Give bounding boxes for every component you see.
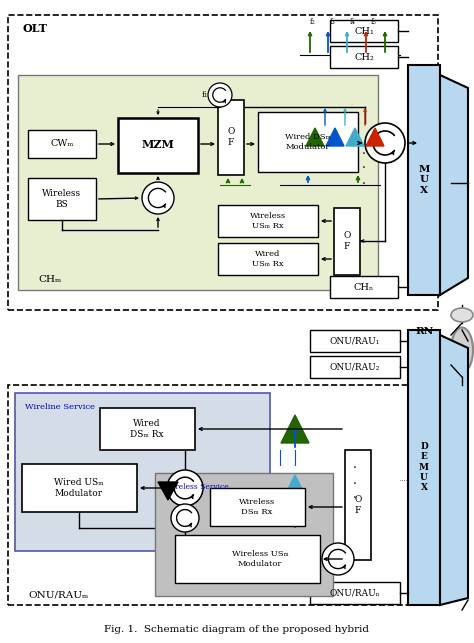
Circle shape [171, 504, 199, 532]
Circle shape [167, 470, 203, 506]
Polygon shape [306, 128, 324, 146]
Bar [100, 408, 195, 450]
Bar [408, 330, 440, 605]
Text: ONU/RAU₂: ONU/RAU₂ [330, 363, 380, 372]
Bar [334, 208, 360, 275]
Bar [408, 65, 440, 295]
Text: RN: RN [415, 327, 433, 336]
Text: Wireless USₘ
Modulator: Wireless USₘ Modulator [232, 550, 288, 568]
Text: f₁: f₁ [201, 91, 208, 99]
Circle shape [322, 543, 354, 575]
Bar [28, 178, 96, 220]
Text: f₅: f₅ [371, 18, 377, 26]
Bar [218, 100, 244, 175]
Text: CH₁: CH₁ [354, 26, 374, 35]
Polygon shape [158, 482, 178, 500]
Polygon shape [281, 415, 309, 443]
Bar [345, 450, 371, 560]
Text: f₄: f₄ [350, 18, 356, 26]
Bar [8, 385, 438, 605]
Bar [218, 205, 318, 237]
Text: f₃: f₃ [330, 18, 336, 26]
Bar [210, 488, 305, 526]
Bar [28, 130, 96, 158]
Bar [8, 15, 438, 310]
Polygon shape [286, 475, 304, 493]
Text: Wireless
DSₘ Rx: Wireless DSₘ Rx [239, 498, 275, 516]
Polygon shape [440, 75, 468, 295]
Text: OLT: OLT [23, 24, 48, 35]
Bar [330, 20, 398, 42]
Text: MZM: MZM [142, 140, 174, 150]
Text: Wired
USₘ Rx: Wired USₘ Rx [252, 250, 284, 267]
Bar [155, 473, 333, 596]
Polygon shape [366, 128, 384, 146]
Polygon shape [440, 335, 468, 605]
Bar [22, 464, 137, 512]
Circle shape [365, 123, 405, 163]
Text: Wired
DSₘ Rx: Wired DSₘ Rx [130, 419, 164, 439]
Text: Wireless Service: Wireless Service [165, 483, 229, 491]
Text: M
U
X: M U X [418, 165, 430, 195]
Text: CHₘ: CHₘ [38, 275, 61, 284]
Bar [175, 535, 320, 583]
Text: f₂: f₂ [310, 18, 316, 26]
Text: Fig. 1.  Schematic diagram of the proposed hybrid: Fig. 1. Schematic diagram of the propose… [104, 626, 370, 635]
Text: Wireline Service: Wireline Service [25, 403, 95, 411]
Text: .
.
.: . . . [362, 143, 366, 186]
Ellipse shape [451, 308, 473, 322]
Polygon shape [346, 128, 364, 146]
Text: Wireless
USₘ Rx: Wireless USₘ Rx [250, 212, 286, 230]
Text: O
F: O F [228, 127, 235, 147]
Text: D
E
M
U
X: D E M U X [419, 442, 429, 493]
Text: Wireless
BS: Wireless BS [43, 189, 82, 209]
Bar [330, 46, 398, 68]
Text: ONU/RAUₘ: ONU/RAUₘ [28, 590, 88, 599]
Text: .
.
.: . . . [353, 458, 357, 502]
Text: CWₘ: CWₘ [50, 140, 74, 149]
Bar [310, 356, 400, 378]
Polygon shape [326, 128, 344, 146]
Circle shape [208, 83, 232, 107]
Circle shape [142, 182, 174, 214]
Bar [310, 582, 400, 604]
Text: O
F: O F [343, 231, 351, 251]
Text: O
F: O F [354, 495, 362, 514]
Bar [330, 276, 398, 298]
Bar [18, 75, 378, 290]
Bar [258, 112, 358, 172]
Text: CHₙ: CHₙ [354, 282, 374, 291]
Text: ONU/RAU₁: ONU/RAU₁ [330, 336, 380, 345]
Text: Wired USₘ
Modulator: Wired USₘ Modulator [54, 478, 104, 498]
Text: Wired DSₘ
Modulator: Wired DSₘ Modulator [285, 133, 331, 150]
Ellipse shape [451, 327, 473, 372]
Bar [15, 393, 270, 551]
Bar [218, 243, 318, 275]
Bar [118, 118, 198, 173]
Bar [310, 330, 400, 352]
Text: ONU/RAUₙ: ONU/RAUₙ [330, 588, 380, 597]
Text: CH₂: CH₂ [354, 53, 374, 62]
